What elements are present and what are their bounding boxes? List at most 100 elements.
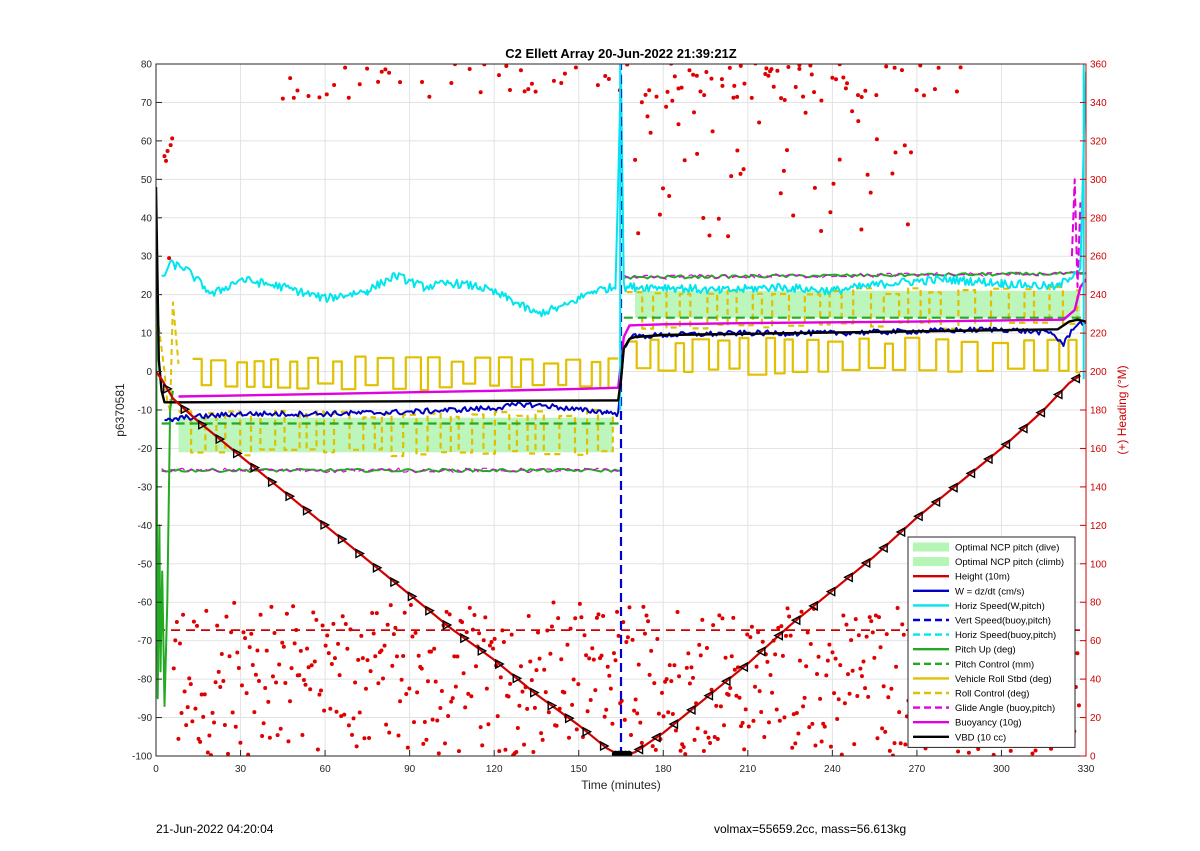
heading-point bbox=[779, 624, 784, 629]
x-ticks: 0 30 60 90 120 150 180 210 240 270 300 330 bbox=[153, 750, 1095, 775]
heading-point bbox=[712, 735, 717, 740]
heading-point bbox=[786, 64, 791, 69]
heading-point bbox=[480, 743, 485, 748]
heading-point bbox=[611, 651, 616, 656]
heading-point bbox=[266, 699, 271, 704]
heading-point bbox=[218, 685, 223, 690]
heading-point bbox=[836, 697, 841, 702]
heading-point bbox=[735, 94, 740, 99]
heading-point bbox=[828, 744, 833, 749]
y-tick-label: -90 bbox=[138, 713, 153, 724]
heading-point bbox=[709, 76, 714, 81]
heading-point bbox=[507, 87, 512, 92]
height-marker bbox=[163, 383, 173, 395]
heading-point bbox=[322, 708, 327, 713]
height-marker bbox=[215, 433, 226, 445]
heading-point bbox=[317, 692, 322, 697]
heading-point bbox=[565, 642, 570, 647]
x-tick-label: 90 bbox=[404, 764, 416, 775]
heading-point bbox=[168, 143, 173, 148]
y-tick-label: 0 bbox=[146, 367, 152, 378]
heading-point bbox=[208, 753, 213, 756]
heading-point bbox=[819, 228, 824, 233]
heading-point bbox=[782, 715, 787, 720]
height-marker bbox=[913, 511, 923, 522]
heading-point bbox=[270, 674, 275, 679]
heading-point bbox=[253, 672, 258, 677]
heading-point bbox=[812, 90, 817, 95]
heading-point bbox=[421, 741, 426, 746]
heading-point bbox=[819, 98, 824, 103]
legend-swatch bbox=[913, 557, 949, 567]
heading-point bbox=[332, 82, 337, 87]
x-axis-label: Time (minutes) bbox=[581, 778, 661, 792]
heading-point bbox=[633, 157, 638, 162]
heading-point bbox=[754, 664, 759, 669]
heading-point bbox=[797, 66, 802, 71]
heading-point bbox=[868, 190, 873, 195]
heading-point bbox=[635, 711, 640, 716]
heading-point bbox=[657, 212, 662, 217]
heading-point bbox=[481, 638, 486, 643]
legend-label: Optimal NCP pitch (climb) bbox=[955, 557, 1064, 568]
heading-point bbox=[582, 633, 587, 638]
heading-point bbox=[837, 157, 842, 162]
heading-point bbox=[901, 632, 906, 637]
heading-point bbox=[291, 95, 296, 100]
heading-point bbox=[734, 693, 739, 698]
heading-point bbox=[844, 622, 849, 627]
heading-point bbox=[301, 677, 306, 682]
heading-point bbox=[195, 623, 200, 628]
y2-tick-label: 80 bbox=[1090, 598, 1102, 609]
heading-point bbox=[176, 736, 181, 741]
heading-point bbox=[726, 692, 731, 697]
heading-point bbox=[408, 603, 413, 608]
heading-point bbox=[591, 657, 596, 662]
heading-point bbox=[236, 666, 241, 671]
heading-point bbox=[793, 741, 798, 746]
y2-tick-label: 300 bbox=[1090, 175, 1107, 186]
vbd-line bbox=[156, 186, 1086, 404]
heading-point bbox=[250, 663, 255, 668]
heading-point bbox=[808, 64, 813, 68]
heading-point bbox=[604, 707, 609, 712]
heading-point bbox=[422, 719, 427, 724]
heading-point bbox=[365, 66, 370, 71]
heading-point bbox=[381, 676, 386, 681]
heading-point bbox=[365, 658, 370, 663]
height-marker bbox=[1017, 423, 1028, 434]
x-tick-label: 210 bbox=[739, 764, 756, 775]
height-marker bbox=[547, 700, 558, 711]
heading-point bbox=[461, 671, 466, 676]
heading-point bbox=[819, 739, 824, 744]
heading-point bbox=[797, 658, 802, 663]
heading-point bbox=[334, 709, 339, 714]
heading-point bbox=[850, 668, 855, 673]
heading-point bbox=[610, 721, 615, 726]
heading-point bbox=[508, 681, 513, 686]
heading-point bbox=[363, 686, 368, 691]
legend-swatch bbox=[913, 542, 949, 552]
heading-point bbox=[738, 171, 743, 176]
heading-point bbox=[667, 193, 672, 198]
heading-point bbox=[165, 148, 170, 153]
height-marker bbox=[825, 586, 836, 597]
heading-point bbox=[899, 68, 904, 73]
heading-point bbox=[890, 171, 895, 176]
heading-point bbox=[602, 714, 607, 719]
heading-point bbox=[446, 713, 451, 718]
heading-point bbox=[405, 745, 410, 750]
height-marker bbox=[1052, 389, 1063, 400]
heading-point bbox=[320, 623, 325, 628]
heading-point bbox=[314, 617, 319, 622]
heading-point bbox=[249, 631, 254, 636]
heading-point bbox=[567, 735, 572, 740]
heading-point bbox=[257, 678, 262, 683]
heading-point bbox=[182, 689, 187, 694]
heading-point bbox=[1075, 651, 1080, 656]
heading-point bbox=[551, 78, 556, 83]
heading-point bbox=[212, 720, 217, 725]
y2-tick-label: 20 bbox=[1090, 713, 1102, 724]
height-marker bbox=[1035, 407, 1046, 418]
heading-point bbox=[762, 734, 767, 739]
